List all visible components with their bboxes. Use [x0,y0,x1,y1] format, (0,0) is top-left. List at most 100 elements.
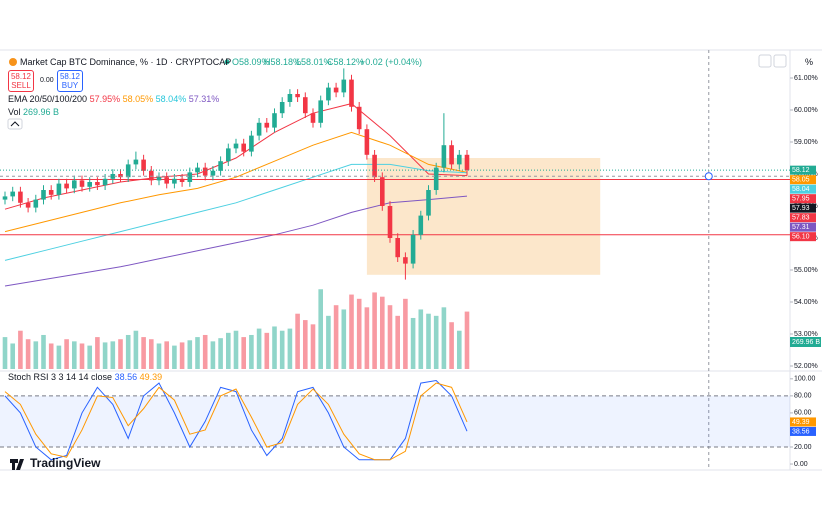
volume-bar [341,309,347,369]
price-tag-label: 57.83 [792,215,810,222]
volume-bar [118,339,123,369]
candle-body [72,180,77,189]
volume-bar [41,334,46,369]
candle-body [464,154,470,171]
brand-name: TradingView [30,456,101,470]
candle-body [187,172,193,182]
candle-body [272,113,277,128]
volume-bar [210,341,216,369]
volume-bar [349,294,354,369]
volume-bar [256,328,262,369]
candle-body [249,135,254,152]
price-tag-label: 38.56 [792,428,810,435]
candle-body [133,159,139,165]
volume-bar [87,345,93,369]
y-tick-label: 100.00 [794,376,816,383]
volume-bar [164,341,170,369]
candle-body [318,100,323,123]
candle-body [10,191,16,197]
price-tag-label: 58.05 [792,177,810,184]
button[interactable] [773,54,787,68]
ema-value: 58.04% [155,94,187,104]
y-tick-label: 80.00 [794,393,812,400]
volume-bar [387,305,393,369]
price-tag-label: 57.93 [792,205,810,212]
volume-bar [333,305,339,369]
candle-body [125,164,131,178]
volume-bar [141,337,146,369]
y-tick-label: 60.00% [794,107,818,114]
volume-bar [172,345,177,369]
vol-name: Vol [8,107,21,117]
price-tag [790,222,816,232]
candle-body [256,122,262,136]
candle-body [364,129,370,155]
candle-body [356,106,362,130]
button[interactable] [758,54,772,68]
volume-bar [225,332,231,369]
collapse-button[interactable] [7,118,23,130]
volume-bar [456,330,462,369]
ohlc-open: O58.09% [232,57,270,67]
candle-body [287,94,293,102]
y-tick-label: 59.00% [794,139,818,146]
price-tag [790,184,816,194]
volume-bar [18,330,23,369]
ohlc-close: C58.12% [327,57,365,67]
brand-logo [10,459,24,470]
volume-bar [356,298,362,369]
volume-bar [464,311,470,369]
volume-bar [95,337,100,369]
volume-bar [72,341,77,369]
candle-body [264,122,270,128]
candle-body [110,174,116,179]
candle-body [149,170,154,181]
spread: 0.00 [40,77,54,84]
price-tag [790,426,816,436]
volume-bar [48,343,54,369]
candle-body [48,190,54,195]
volume-bar [195,337,200,369]
ohlc-high: H58.18% [264,57,302,67]
candle-body [410,234,416,264]
volume-bar [2,337,8,369]
y-tick-label: 61.00% [794,75,818,82]
candle-body [87,182,93,187]
volume-bar [287,328,293,369]
buy-button[interactable]: 58.12 BUY [57,70,83,92]
candle-body [218,161,223,171]
volume-bar [25,339,31,369]
scale-mode[interactable]: % [805,57,814,67]
ema-legend: EMA 20/50/100/200 57.95% 58.05% 58.04% 5… [8,94,219,104]
ema-line [4,131,468,233]
volume-bar [418,309,424,369]
candle-body [164,177,170,184]
volume-bar [403,298,408,369]
price-tag [790,417,816,427]
volume-bar [241,337,246,369]
market-status [224,59,230,65]
candle-body [118,174,123,178]
volume-bar [79,343,85,369]
candle-body [33,199,39,208]
volume-bar [279,330,285,369]
ohlc-low: L58.01% [296,57,332,67]
price-tag-label: 58.04 [792,186,810,193]
symbol-icon [9,58,17,66]
candle-body [387,206,393,238]
price-tag [790,232,816,242]
volume-bar [295,313,300,369]
sell-button[interactable]: 58.12 SELL [8,70,34,92]
price-tag-label: 269.96 B [792,339,820,346]
price-tag-label: 57.95 [792,196,810,203]
candle-body [341,79,347,93]
candle-body [225,148,231,162]
volume-bar [218,338,223,369]
candle-body [295,94,300,98]
candle-body [156,177,162,181]
candle-body [172,178,177,184]
candle-body [333,87,339,93]
candle-body [56,183,62,195]
candle-body [302,97,308,114]
candle-body [202,167,208,176]
